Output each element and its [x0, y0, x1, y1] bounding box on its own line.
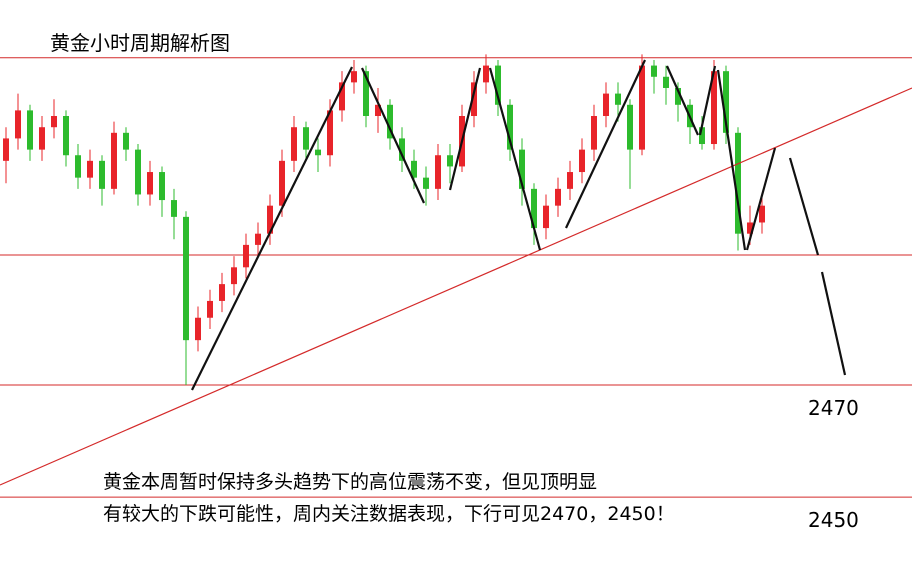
candle-body	[411, 160, 417, 178]
candle-body	[603, 93, 609, 117]
candle-body	[519, 149, 525, 189]
candle-body	[75, 155, 81, 178]
candle-body	[99, 160, 105, 189]
candle-body	[159, 172, 165, 201]
candle-body	[39, 127, 45, 150]
candle-body	[147, 172, 153, 195]
candle-body	[663, 76, 669, 88]
pattern-lines	[191, 59, 847, 391]
level-label: 2470	[808, 396, 859, 420]
level-label: 2450	[808, 508, 859, 532]
candle-body	[699, 127, 705, 145]
candle-body	[543, 205, 549, 229]
candle-body	[111, 132, 117, 189]
candle-body	[279, 160, 285, 206]
candle-body	[387, 104, 393, 139]
candle-body	[435, 155, 441, 189]
candle-body	[399, 138, 405, 161]
candle-body	[315, 149, 321, 156]
candle-body	[567, 172, 573, 189]
candle-body	[195, 317, 201, 341]
candle-body	[303, 127, 309, 150]
candle-body	[15, 110, 21, 139]
candle-body	[339, 82, 345, 111]
candle-body	[675, 87, 681, 105]
candle-body	[135, 149, 141, 195]
candle-body	[759, 205, 765, 223]
candle-body	[483, 65, 489, 83]
candle-body	[531, 188, 537, 229]
candle-body	[495, 65, 501, 105]
candle-body	[423, 177, 429, 189]
candle-body	[267, 205, 273, 234]
candle-body	[291, 127, 297, 161]
candle-body	[723, 71, 729, 133]
candle-body	[63, 116, 69, 156]
trend-line	[0, 87, 912, 486]
candle-body	[375, 104, 381, 117]
candle-body	[87, 160, 93, 178]
candle-body	[639, 65, 645, 150]
candle-body	[327, 110, 333, 156]
annotation: 有较大的下跌可能性，周内关注数据表现，下行可见2470，2450！	[103, 503, 675, 525]
candle-body	[207, 300, 213, 318]
candle-body	[183, 216, 189, 341]
candle-body	[471, 82, 477, 117]
candle-body	[579, 149, 585, 173]
chart-title: 黄金小时周期解析图	[50, 31, 230, 55]
candle-body	[351, 71, 357, 83]
candle-body	[591, 116, 597, 150]
candle-body	[735, 132, 741, 234]
candle-body	[51, 116, 57, 128]
candle-body	[231, 267, 237, 285]
candle-body	[255, 233, 261, 245]
candle-body	[507, 104, 513, 150]
candle-body	[711, 71, 717, 145]
candle-body	[651, 65, 657, 77]
candle-body	[123, 132, 129, 150]
candle-body	[447, 155, 453, 167]
annotation: 黄金本周暂时保持多头趋势下的高位震荡不变，但见顶明显	[103, 471, 597, 493]
candle-body	[243, 244, 249, 268]
candle-body	[27, 110, 33, 150]
candle-body	[171, 200, 177, 217]
candle-body	[555, 188, 561, 206]
candle-body	[3, 138, 9, 161]
candle-body	[219, 284, 225, 301]
candle-body	[627, 104, 633, 150]
candle-body	[615, 93, 621, 105]
plot	[0, 54, 912, 498]
candle-body	[363, 71, 369, 117]
candle-body	[747, 222, 753, 234]
